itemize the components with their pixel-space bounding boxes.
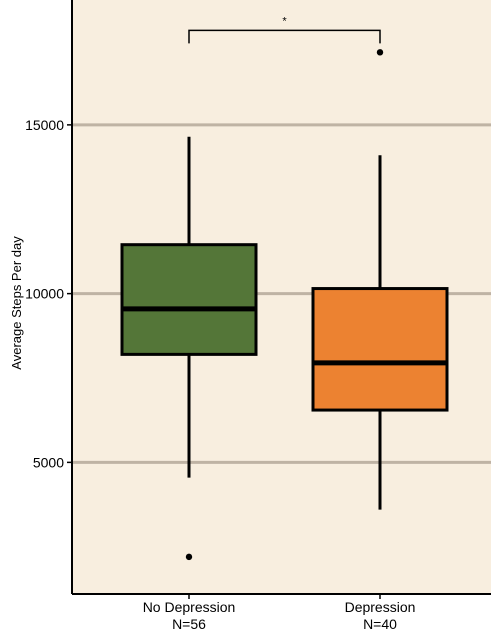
box [120, 243, 258, 356]
outlier-point [376, 49, 384, 56]
y-tick-label: 10000 [25, 286, 64, 302]
x-tick-sublabel: N=56 [172, 616, 206, 632]
x-tick-sublabel: N=40 [363, 616, 397, 632]
significance-label: * [282, 15, 287, 27]
x-tick-label: No Depression [143, 599, 236, 615]
y-axis-title: Average Steps Per day [9, 236, 24, 370]
y-tick-label: 15000 [25, 117, 64, 133]
y-ticks: 5000 10000 15000 [25, 117, 72, 470]
y-tick-label: 5000 [33, 454, 64, 470]
significance-line [188, 29, 381, 44]
significance-bracket: * [188, 15, 381, 44]
box [311, 287, 449, 412]
outlier-point [185, 553, 193, 561]
boxes [120, 49, 449, 561]
x-tick-label: Depression [345, 599, 416, 615]
